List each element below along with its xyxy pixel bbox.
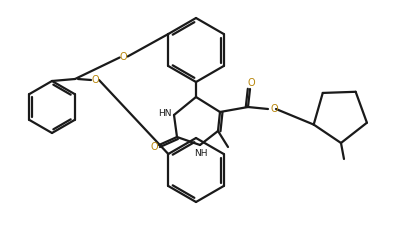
- Text: HN: HN: [158, 108, 172, 117]
- Text: O: O: [150, 142, 158, 152]
- Text: NH: NH: [194, 148, 208, 157]
- Text: O: O: [91, 75, 99, 85]
- Text: O: O: [120, 52, 127, 61]
- Text: O: O: [270, 104, 278, 114]
- Text: O: O: [247, 78, 255, 88]
